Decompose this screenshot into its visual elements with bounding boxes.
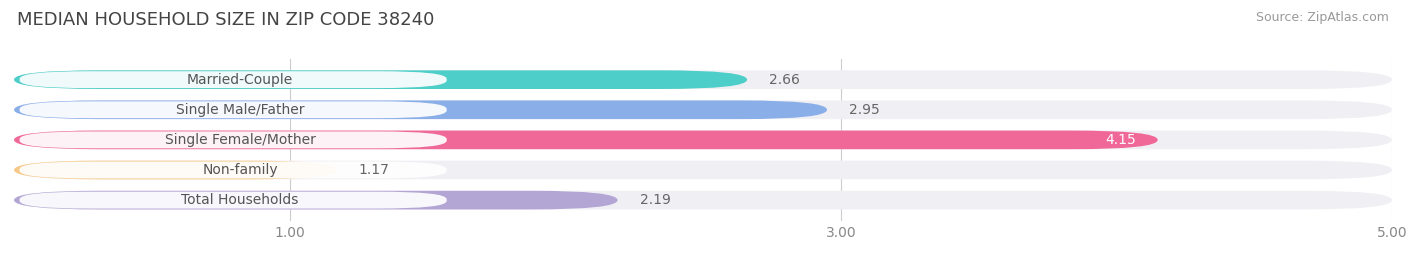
FancyBboxPatch shape (14, 100, 827, 119)
FancyBboxPatch shape (14, 70, 747, 89)
FancyBboxPatch shape (20, 71, 447, 88)
Text: Total Households: Total Households (181, 193, 298, 207)
Text: Single Female/Mother: Single Female/Mother (165, 133, 315, 147)
FancyBboxPatch shape (14, 130, 1157, 149)
Text: 2.19: 2.19 (640, 193, 671, 207)
Text: Source: ZipAtlas.com: Source: ZipAtlas.com (1256, 11, 1389, 24)
FancyBboxPatch shape (14, 70, 1392, 89)
Text: Married-Couple: Married-Couple (187, 73, 294, 87)
FancyBboxPatch shape (20, 162, 447, 178)
FancyBboxPatch shape (14, 100, 1392, 119)
Text: 1.17: 1.17 (359, 163, 389, 177)
FancyBboxPatch shape (14, 130, 1392, 149)
FancyBboxPatch shape (20, 101, 447, 118)
Text: 2.95: 2.95 (849, 103, 880, 117)
FancyBboxPatch shape (20, 192, 447, 208)
Text: 2.66: 2.66 (769, 73, 800, 87)
Text: Single Male/Father: Single Male/Father (176, 103, 304, 117)
Text: Non-family: Non-family (202, 163, 278, 177)
FancyBboxPatch shape (14, 191, 1392, 210)
FancyBboxPatch shape (14, 161, 1392, 179)
Text: MEDIAN HOUSEHOLD SIZE IN ZIP CODE 38240: MEDIAN HOUSEHOLD SIZE IN ZIP CODE 38240 (17, 11, 434, 29)
FancyBboxPatch shape (14, 191, 617, 210)
FancyBboxPatch shape (14, 161, 336, 179)
Text: 4.15: 4.15 (1105, 133, 1136, 147)
FancyBboxPatch shape (20, 132, 447, 148)
